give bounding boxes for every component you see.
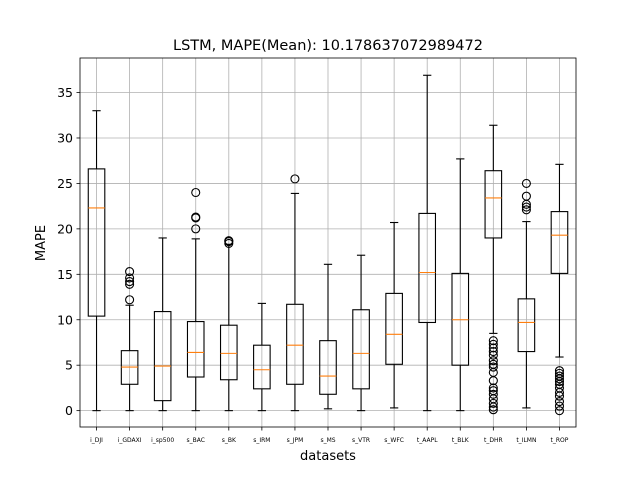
x-tick-label: i_DJI [90, 437, 103, 444]
x-tick-label: s_JPM [287, 437, 304, 444]
x-tick-label: s_WFC [384, 437, 404, 444]
outlier-point [488, 359, 498, 369]
outlier-point [488, 386, 498, 396]
y-tick-label: 15 [57, 267, 73, 282]
outlier-point [554, 383, 565, 393]
outlier-point [191, 212, 201, 222]
x-tick-label: t_DHR [484, 437, 503, 444]
outlier-point [554, 397, 565, 407]
box-group [352, 254, 370, 412]
y-tick-label: 25 [57, 176, 73, 191]
box-group [253, 302, 271, 412]
box-group [451, 158, 470, 412]
outlier-point [554, 366, 565, 376]
iqr-box [484, 170, 503, 239]
outlier-point [488, 389, 498, 399]
box-group [153, 237, 172, 412]
outlier-point [488, 339, 498, 349]
y-tick-label: 5 [65, 358, 73, 373]
outlier-point [125, 295, 135, 305]
box-group [120, 267, 139, 412]
iqr-box [550, 211, 569, 274]
iqr-box [253, 344, 271, 390]
y-tick-label: 35 [57, 85, 73, 100]
x-tick-label: s_BAC [187, 437, 205, 444]
iqr-box [517, 298, 536, 353]
x-axis-label: datasets [300, 449, 356, 464]
outlier-point [554, 401, 565, 411]
box-group [484, 124, 503, 415]
outlier-point [488, 362, 498, 372]
outlier-point [191, 224, 201, 234]
outlier-point [488, 383, 498, 393]
iqr-box [286, 303, 304, 385]
boxes [87, 74, 569, 416]
box-group [517, 178, 536, 409]
outlier-point [125, 279, 135, 289]
outlier-point [554, 406, 565, 416]
outlier-point [125, 277, 135, 287]
outlier-point [488, 398, 498, 408]
iqr-box [319, 340, 337, 395]
x-tick-label: i_GDAXI [118, 437, 142, 444]
chart-title: LSTM, MAPE(Mean): 10.178637072989472 [173, 38, 483, 54]
x-tick-label: s_BK [222, 437, 237, 444]
outlier-point [488, 336, 498, 346]
y-axis-label: MAPE [34, 225, 49, 261]
iqr-box [87, 168, 106, 317]
y-tick-label: 10 [57, 312, 73, 327]
outlier-point [521, 191, 531, 201]
iqr-box [219, 324, 238, 381]
box-group [385, 221, 403, 409]
y-tick-label: 0 [65, 403, 73, 418]
iqr-box [352, 309, 370, 390]
outlier-point [488, 356, 498, 366]
outlier-point [290, 174, 300, 184]
iqr-box [385, 292, 403, 365]
outlier-point [521, 205, 531, 215]
x-tick-label: t_ROP [551, 437, 569, 444]
outlier-point [224, 236, 234, 246]
x-tick-label: t_ILMN [516, 437, 536, 444]
box-group [418, 74, 437, 412]
iqr-box [418, 212, 437, 324]
iqr-box [153, 311, 172, 402]
outlier-point [521, 202, 531, 212]
outlier-point [191, 187, 201, 198]
outlier-point [488, 350, 498, 360]
x-tick-label: s_IRM [253, 437, 270, 444]
x-tick-label: s_MS [320, 437, 335, 444]
outlier-point [125, 273, 135, 283]
x-tick-label: t_BLK [452, 437, 470, 444]
box-group [219, 236, 238, 412]
outlier-point [488, 405, 498, 415]
axis-ticks: 0 5 10 15 20 25 30 35 i_DJI i_GDAXI i_sp500 s_BAC s_… [57, 85, 569, 444]
iqr-box [186, 321, 205, 378]
box-group [286, 174, 304, 412]
box-group [87, 110, 106, 412]
y-tick-label: 30 [57, 130, 73, 145]
x-tick-label: s_VTR [352, 437, 370, 444]
box-group [319, 263, 337, 410]
outlier-point [521, 178, 531, 188]
outlier-point [554, 371, 565, 381]
x-tick-label: i_sp500 [151, 437, 174, 444]
outlier-point [488, 343, 498, 353]
outlier-point [488, 347, 498, 357]
outlier-point [125, 267, 135, 277]
y-tick-label: 20 [57, 221, 73, 236]
x-tick-label: t_AAPL [417, 437, 438, 444]
box-group [186, 187, 205, 412]
outlier-point [554, 368, 565, 378]
box-group [550, 163, 569, 416]
